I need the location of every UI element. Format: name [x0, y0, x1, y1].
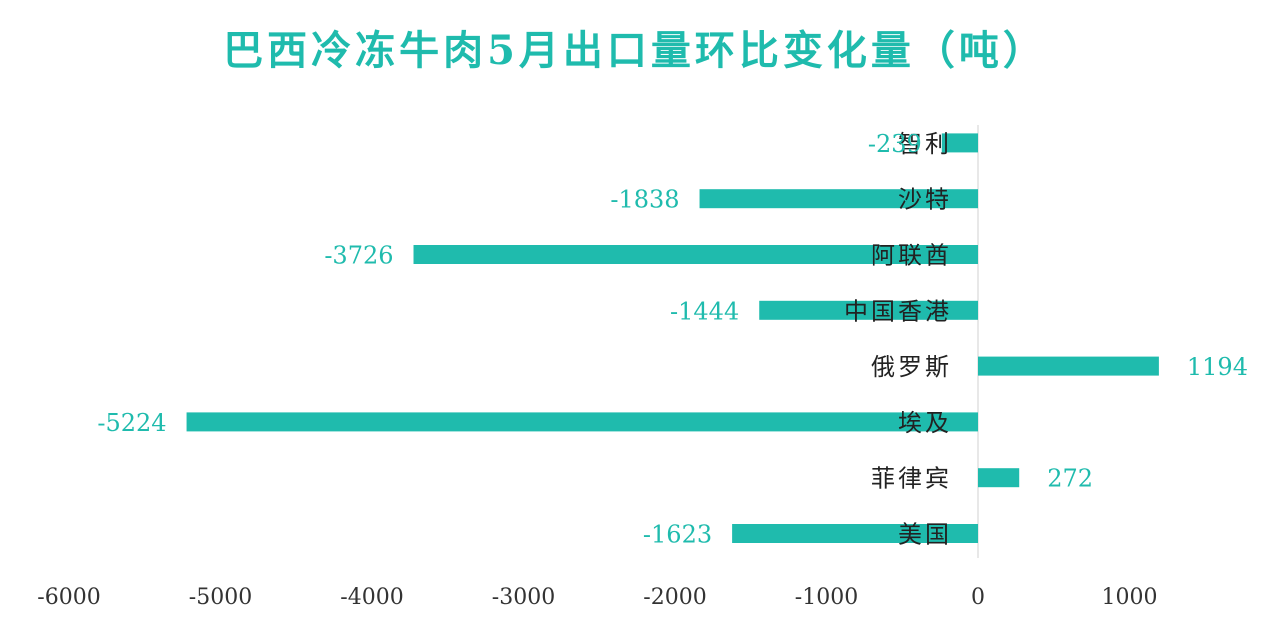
category-label-2: 阿联酋: [871, 242, 952, 270]
category-label-5: 埃及: [898, 409, 952, 437]
x-tick-label-0: -6000: [37, 585, 100, 610]
bar-6: [978, 468, 1020, 488]
bar-0: [941, 133, 978, 153]
bar-5: [186, 412, 979, 432]
x-tick-label-7: 1000: [1102, 585, 1158, 610]
value-label-7: -1623: [643, 521, 712, 549]
bar-7: [732, 524, 978, 543]
value-label-6: 272: [1047, 465, 1093, 493]
category-label-1: 沙特: [898, 186, 952, 214]
value-label-1: -1838: [610, 186, 679, 214]
bar-1: [699, 189, 978, 209]
category-label-0: 智利: [898, 130, 952, 158]
value-label-5: -5224: [97, 409, 166, 437]
x-tick-label-1: -5000: [189, 585, 252, 610]
category-label-6: 菲律宾: [871, 465, 952, 493]
chart-title: 巴西冷冻牛肉5月出口量环比变化量（吨）: [223, 27, 1047, 74]
value-label-2: -3726: [324, 242, 393, 270]
value-label-3: -1444: [670, 297, 739, 325]
x-tick-label-3: -3000: [492, 585, 555, 610]
bar-3: [759, 300, 978, 320]
x-tick-label-6: 0: [971, 585, 985, 610]
value-label-0: -239: [868, 130, 922, 158]
x-tick-label-5: -1000: [795, 585, 858, 610]
bar-2: [413, 245, 978, 264]
bar-4: [978, 356, 1159, 376]
value-label-4: 1194: [1187, 353, 1248, 381]
x-tick-label-2: -4000: [340, 585, 403, 610]
category-label-7: 美国: [898, 521, 952, 549]
x-tick-label-4: -2000: [643, 585, 706, 610]
category-label-3: 中国香港: [844, 297, 952, 325]
category-label-4: 俄罗斯: [871, 353, 952, 381]
